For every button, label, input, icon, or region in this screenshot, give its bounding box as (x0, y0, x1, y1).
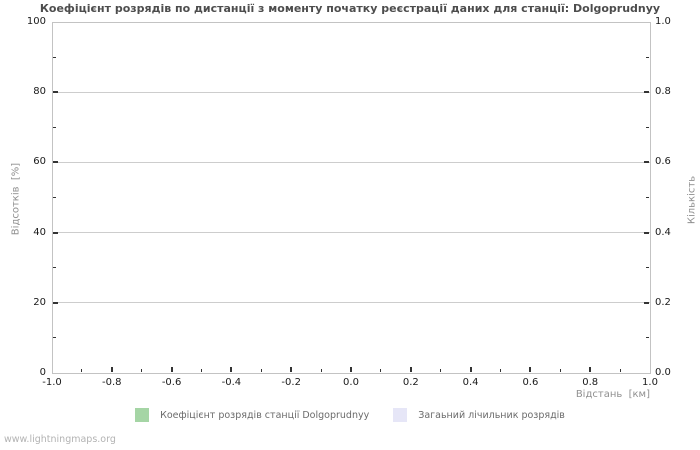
x-axis-tick (529, 367, 532, 372)
y-axis-minor-tick-right (646, 337, 649, 339)
x-tick-label: 1.0 (642, 377, 658, 388)
x-axis-tick (230, 367, 233, 372)
gridline (53, 161, 650, 163)
x-axis-tick (409, 367, 412, 372)
x-axis-minor-tick (559, 369, 561, 372)
legend-label: Коефіцієнт розрядів станції Dolgoprudnyy (160, 409, 370, 421)
x-tick-label: -0.6 (161, 377, 182, 388)
x-axis-minor-tick (619, 369, 621, 372)
x-tick-label: -0.4 (221, 377, 242, 388)
x-axis-minor-tick (141, 369, 143, 372)
x-axis-tick (110, 367, 113, 372)
y-tick-label-right: 1.0 (655, 16, 671, 27)
y-axis-minor-tick-left (53, 267, 56, 269)
x-tick-label: 0.6 (522, 377, 539, 388)
x-axis-minor-tick (81, 369, 83, 372)
y-axis-minor-tick-left (53, 337, 56, 339)
x-axis-minor-tick (201, 369, 202, 372)
x-axis-tick (469, 367, 472, 372)
y-axis-tick-right (644, 161, 649, 164)
y-axis-tick-right (644, 301, 649, 304)
x-axis-tick (170, 367, 173, 372)
y-tick-label-right: 0.6 (655, 156, 671, 168)
y-axis-minor-tick-right (646, 267, 649, 269)
x-tick-label: -0.2 (281, 377, 301, 388)
y-axis-tick-right (644, 231, 649, 234)
y-axis-tick-left (53, 301, 58, 304)
x-axis-tick (290, 367, 293, 372)
y-tick-label-left: 0 (39, 367, 46, 378)
y-tick-label-right: 0.2 (655, 296, 671, 308)
y-axis-minor-tick-right (646, 197, 649, 198)
chart-title: Коефіцієнт розрядів по дистанції з момен… (39, 2, 661, 15)
x-axis-minor-tick (440, 369, 442, 372)
x-tick-label: -1.0 (42, 377, 62, 388)
y-axis-minor-tick-left (53, 126, 56, 128)
y-axis-label-right: Кількість (686, 175, 698, 225)
gridline (53, 232, 650, 234)
x-axis-minor-tick (500, 369, 501, 372)
x-tick-label: 0.0 (343, 377, 359, 388)
y-axis-minor-tick-left (53, 197, 56, 198)
y-axis-minor-tick-left (53, 56, 56, 58)
x-axis-tick (589, 367, 592, 372)
x-axis-minor-tick (320, 369, 322, 372)
x-axis-label: Відстань [км] (575, 389, 650, 400)
y-axis-tick-right (644, 91, 649, 94)
gridline (53, 91, 650, 93)
plot-area (52, 22, 651, 374)
x-axis-minor-tick (380, 369, 382, 372)
y-axis-minor-tick-right (646, 56, 649, 58)
y-tick-label-right: 0.0 (655, 367, 671, 378)
y-tick-label-right: 0.4 (655, 226, 671, 238)
y-axis-tick-left (53, 91, 58, 94)
y-axis-minor-tick-right (646, 126, 649, 128)
y-axis-label-left: Відсотків [%] (10, 162, 22, 236)
legend-label: Загаьний лічильник розрядів (418, 409, 565, 421)
y-tick-label-left: 20 (33, 296, 46, 308)
y-axis-tick-left (53, 231, 58, 234)
y-tick-label-left: 40 (33, 226, 46, 238)
y-axis-tick-left (53, 161, 58, 164)
y-tick-label-left: 100 (26, 16, 46, 27)
y-tick-label-left: 80 (33, 86, 46, 98)
y-tick-label-right: 0.8 (655, 86, 671, 98)
y-tick-label-left: 60 (33, 156, 46, 168)
legend-item: Коефіцієнт розрядів станції Dolgoprudnyy (135, 408, 369, 422)
x-tick-label: 0.2 (402, 377, 419, 388)
watermark: www.lightningmaps.org (4, 434, 116, 445)
x-axis-minor-tick (260, 369, 262, 372)
x-axis-tick (350, 367, 352, 372)
legend-swatch (393, 408, 408, 422)
x-tick-label: 0.4 (462, 377, 479, 388)
legend-swatch (135, 408, 150, 422)
legend: Коефіцієнт розрядів станції Dolgoprudnyy… (0, 408, 700, 422)
x-tick-label: -0.8 (102, 377, 122, 388)
x-tick-label: 0.8 (582, 377, 599, 388)
legend-item: Загаьний лічильник розрядів (393, 408, 565, 422)
gridline (53, 302, 650, 304)
